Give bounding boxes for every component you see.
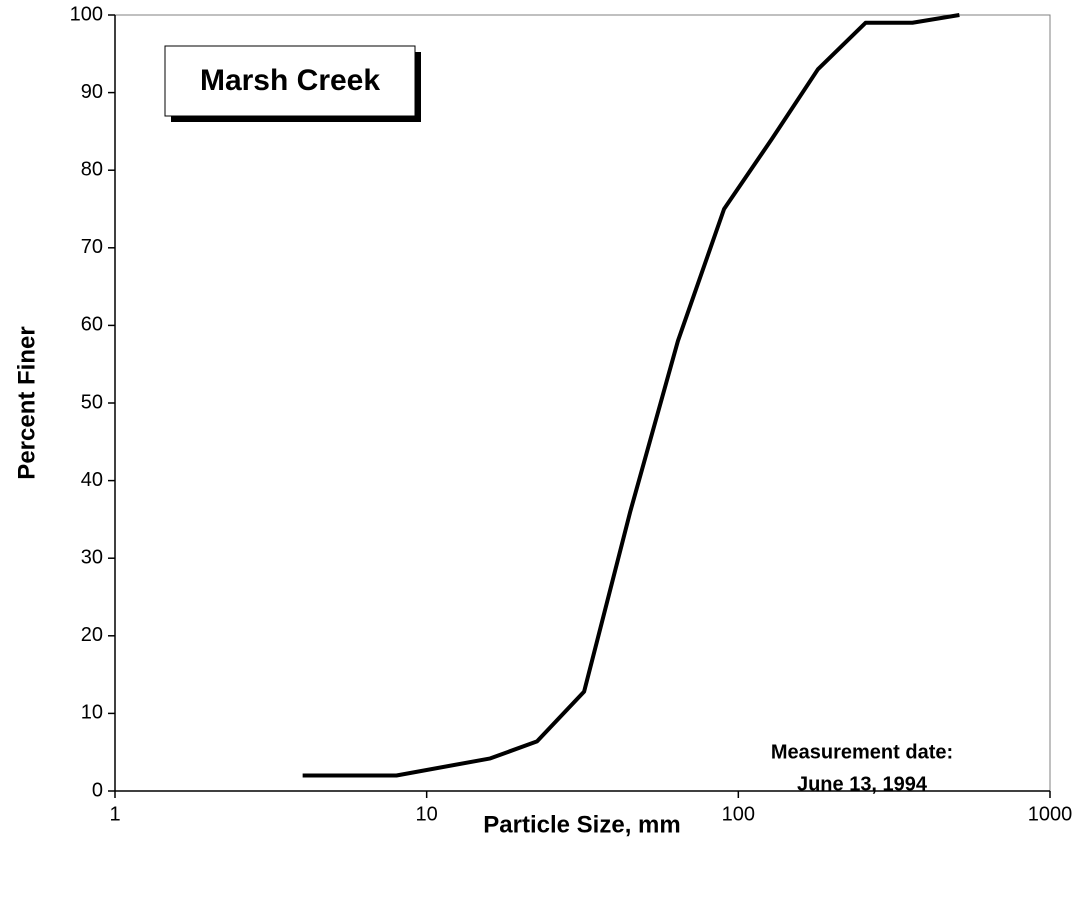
y-tick-label: 70 bbox=[81, 236, 103, 258]
plot-frame bbox=[114, 14, 1051, 792]
y-tick-label: 40 bbox=[81, 469, 103, 491]
x-tick-label: 1 bbox=[109, 803, 120, 825]
y-tick-label: 90 bbox=[81, 81, 103, 103]
x-tick-label: 1000 bbox=[1028, 803, 1073, 825]
data-line bbox=[302, 13, 960, 778]
y-tick-label: 100 bbox=[70, 3, 103, 25]
y-tick-label: 50 bbox=[81, 391, 103, 413]
y-tick-label: 30 bbox=[81, 546, 103, 568]
y-tick-label: 60 bbox=[81, 314, 103, 336]
x-axis-title: Particle Size, mm bbox=[483, 811, 680, 838]
y-tick-label: 20 bbox=[81, 624, 103, 646]
x-tick-label: 10 bbox=[416, 803, 438, 825]
annotation: June 13, 1994 bbox=[797, 773, 928, 795]
y-axis-title: Percent Finer bbox=[13, 326, 40, 479]
x-tick-label: 100 bbox=[722, 803, 755, 825]
annotation: Measurement date: bbox=[771, 741, 953, 763]
y-tick-label: 80 bbox=[81, 158, 103, 180]
title-box bbox=[164, 45, 416, 117]
y-tick-label: 10 bbox=[81, 702, 103, 724]
chart-title: Marsh Creek bbox=[200, 64, 380, 97]
y-tick-label: 0 bbox=[92, 779, 103, 801]
